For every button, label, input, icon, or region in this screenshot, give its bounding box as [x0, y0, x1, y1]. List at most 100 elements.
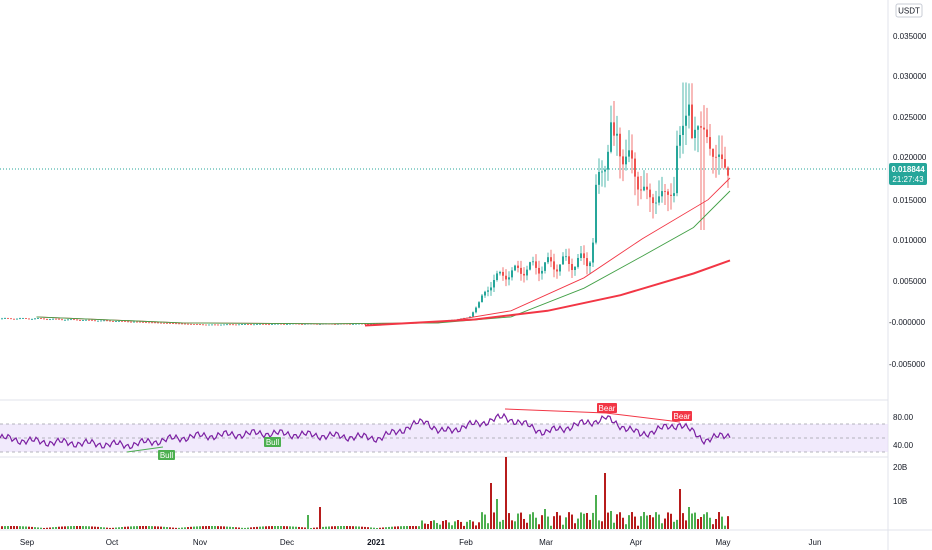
candle — [280, 323, 282, 325]
volume-bar — [364, 526, 366, 529]
candle — [526, 269, 528, 276]
volume-bar — [691, 513, 693, 529]
time-axis[interactable]: Sep Oct Nov Dec 2021 Feb Mar Apr May Jun — [20, 538, 822, 547]
candle — [616, 133, 618, 136]
candle — [697, 126, 699, 130]
candle — [532, 261, 534, 263]
candle — [511, 270, 513, 278]
candle — [634, 158, 636, 177]
volume-bar — [445, 520, 447, 529]
volume-bar — [571, 514, 573, 529]
volume-bar — [724, 525, 726, 529]
candle — [493, 279, 495, 288]
bull-divergence-badge — [264, 437, 281, 447]
candle — [352, 323, 354, 325]
volume-bar — [511, 520, 513, 529]
volume-bar — [610, 511, 612, 529]
rsi-series — [0, 412, 731, 450]
volume-bar — [589, 519, 591, 529]
volume-bar — [361, 526, 363, 529]
price-pane[interactable] — [0, 0, 888, 400]
currency-label: USDT — [898, 7, 920, 16]
currency-badge[interactable] — [895, 3, 923, 18]
volume-bar — [586, 513, 588, 529]
volume-bar — [262, 526, 264, 529]
volume-bar — [424, 523, 426, 529]
candle — [301, 323, 303, 325]
bear-divergence-line — [605, 412, 681, 423]
volume-bar — [10, 526, 12, 529]
volume-bar — [73, 526, 75, 529]
volume-bar — [712, 524, 714, 529]
candle — [655, 202, 657, 204]
candle — [241, 324, 243, 325]
candle — [160, 322, 162, 324]
volume-bar — [199, 526, 201, 529]
volume-bar — [334, 526, 336, 529]
volume-bar — [70, 526, 72, 529]
candle — [649, 189, 651, 198]
volume-bar — [676, 519, 678, 529]
candle — [181, 323, 183, 325]
volume-bar — [700, 517, 702, 529]
volume-bar — [4, 526, 6, 529]
candle — [283, 323, 285, 325]
candle — [55, 318, 57, 320]
candle — [364, 323, 366, 325]
candle — [334, 323, 336, 325]
volume-bar — [634, 516, 636, 529]
volume-bar — [346, 526, 348, 529]
volume-bar — [61, 526, 63, 529]
candle — [685, 115, 687, 126]
volume-bar — [454, 521, 456, 529]
candle — [208, 324, 210, 326]
volume-bar — [448, 522, 450, 529]
candle — [700, 126, 702, 128]
price-axis[interactable]: 0.035000 0.030000 0.025000 0.020000 0.01… — [889, 32, 927, 369]
volume-bar — [16, 526, 18, 529]
candle — [691, 104, 693, 139]
volume-bar — [139, 526, 141, 529]
volume-bar — [118, 527, 120, 529]
price-tick: 0.035000 — [893, 32, 927, 41]
volume-bar — [232, 527, 234, 529]
time-tick: May — [715, 538, 730, 547]
volume-bar — [196, 526, 198, 529]
candle — [568, 256, 570, 264]
candle — [631, 150, 633, 159]
candle — [226, 324, 228, 326]
moving-average-line — [364, 259, 731, 327]
volume-bar — [403, 526, 405, 529]
candle — [661, 191, 663, 197]
candle — [67, 319, 69, 321]
candle — [187, 323, 189, 325]
candle — [22, 318, 24, 319]
candle — [706, 129, 708, 138]
volume-bar — [619, 512, 621, 529]
volume-bar — [79, 526, 81, 529]
candle — [184, 323, 186, 325]
candle — [151, 322, 153, 324]
candle — [205, 324, 207, 326]
candle — [46, 319, 48, 321]
volume-bar — [304, 527, 306, 529]
volume-bar — [58, 526, 60, 529]
volume-bar — [583, 513, 585, 529]
candle — [259, 323, 261, 325]
volume-bar — [523, 518, 525, 529]
last-price-value: 0.018844 — [891, 165, 925, 174]
volume-bar — [421, 520, 423, 529]
candle — [688, 104, 690, 116]
volume-bar — [184, 527, 186, 529]
candle — [157, 322, 159, 324]
volume-bar — [694, 512, 696, 529]
candle — [583, 253, 585, 259]
volume-bar — [535, 517, 537, 529]
volume-bar — [400, 526, 402, 529]
volume-bar — [718, 512, 720, 529]
candle — [520, 267, 522, 274]
candle — [592, 242, 594, 263]
candle — [34, 318, 36, 320]
volume-bar — [358, 526, 360, 529]
